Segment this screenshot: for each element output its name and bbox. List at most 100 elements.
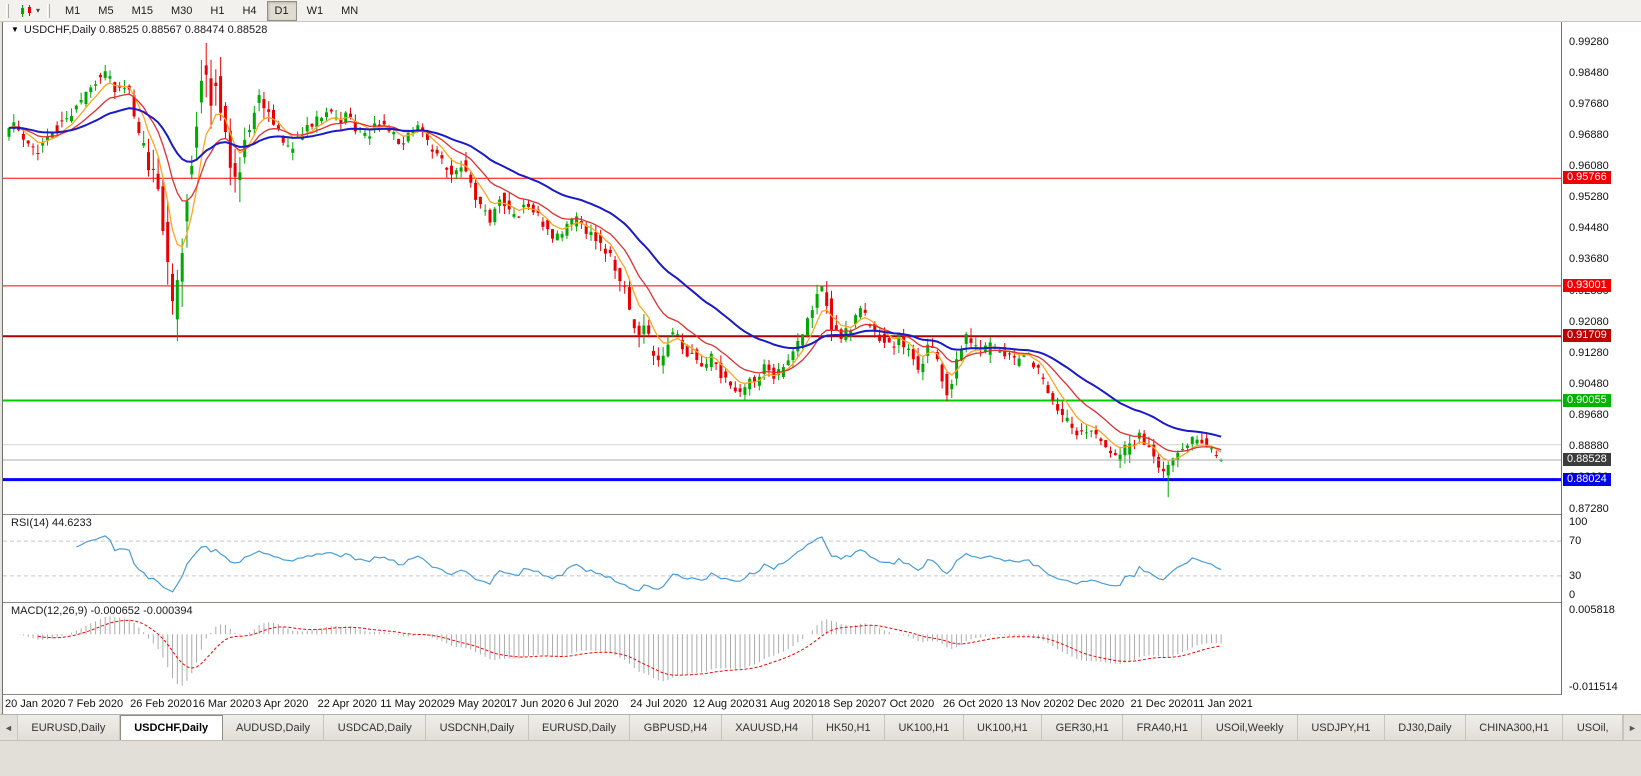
hline-price-tag: 0.95766 (1563, 171, 1611, 185)
chart-tab-eurusd-daily[interactable]: EURUSD,Daily (528, 715, 631, 740)
tabs-scroll-left-icon[interactable]: ◄ (0, 715, 18, 740)
timeframe-button-m5[interactable]: M5 (98, 4, 114, 17)
chart-tab-usdjpy-h1[interactable]: USDJPY,H1 (1297, 715, 1385, 740)
chart-tab-dj30-daily[interactable]: DJ30,Daily (1384, 715, 1466, 740)
timeframe-button-h4[interactable]: H4 (242, 4, 257, 17)
candlestick-chart-icon (21, 4, 31, 17)
rsi-name: RSI(14) (11, 517, 49, 529)
chart-ohlc-values: 0.88525 0.88567 0.88474 0.88528 (99, 24, 268, 36)
hline-price-tag: 0.90055 (1563, 393, 1611, 407)
chart-tab-usdcnh-daily[interactable]: USDCNH,Daily (426, 715, 529, 740)
chart-tab-usdcad-daily[interactable]: USDCAD,Daily (324, 715, 427, 740)
time-scale[interactable]: 20 Jan 2020 7 Feb 2020 26 Feb 2020 16 Mar 2… (3, 695, 1561, 714)
charts-bar-icon[interactable]: ▾ (17, 2, 43, 20)
chart-tab-uk100-h1[interactable]: UK100,H1 (885, 715, 964, 740)
chart-window: ▼ USDCHF,Daily 0.88525 0.88567 0.88474 0.… (2, 22, 1641, 714)
rsi-subwindow[interactable]: RSI(14) 44.6233 (3, 515, 1561, 602)
date-axis-label: 11 May 2020 (380, 698, 443, 710)
date-axis-label: 17 Jun 2020 (505, 698, 566, 710)
timeframe-button-m1[interactable]: M1 (65, 4, 81, 17)
date-axis-label: 21 Dec 2020 (1130, 698, 1193, 710)
price-tick-label: 0.96880 (1569, 128, 1609, 141)
price-tick-label: 0.99280 (1569, 35, 1609, 48)
panel-separator (3, 694, 1641, 695)
price-tick-label: 0.97680 (1569, 97, 1609, 110)
date-axis-label: 24 Jul 2020 (630, 698, 688, 710)
date-axis-label: 18 Sep 2020 (817, 698, 881, 710)
timeframe-button-w1[interactable]: W1 (306, 4, 324, 17)
rsi-axis-label: 70 (1569, 535, 1582, 548)
panel-separator[interactable] (3, 514, 1641, 515)
chart-tab-strip: EURUSD,Daily USDCHF,Daily AUDUSD,Daily USDC… (18, 715, 1623, 740)
price-tick-label: 0.94480 (1569, 222, 1609, 235)
chart-tab-usoil[interactable]: USOil, (1563, 715, 1623, 740)
date-axis-label: 26 Oct 2020 (942, 698, 1003, 710)
timeframe-button-m15[interactable]: M15 (131, 4, 153, 17)
date-axis-label: 12 Aug 2020 (692, 698, 755, 710)
rsi-value: 44.6233 (51, 517, 92, 529)
price-tick-label: 0.89680 (1569, 409, 1609, 422)
date-axis-label: 7 Oct 2020 (880, 698, 935, 710)
hline-price-tag: 0.88024 (1563, 472, 1611, 486)
chart-symbol-period: USDCHF,Daily (23, 24, 97, 36)
timeframes-toolbar: ▾ M1 M5 M15 M30 H1 H4 D1 W1 MN (0, 0, 1641, 22)
chart-tab-usoil-weekly[interactable]: USOil,Weekly (1202, 715, 1298, 740)
chart-tab-uk100-h1[interactable]: UK100,H1 (963, 715, 1043, 740)
macd-values: -0.000652 -0.000394 (90, 605, 193, 617)
price-tick-label: 0.91280 (1569, 346, 1609, 359)
rsi-axis-label: 100 (1569, 516, 1588, 528)
chart-tab-audusd-daily[interactable]: AUDUSD,Daily (222, 715, 325, 740)
rsi-indicator-label: RSI(14) 44.6233 (11, 517, 92, 529)
macd-name: MACD(12,26,9) (11, 605, 88, 617)
timeframe-button-group: M1 M5 M15 M30 H1 H4 D1 W1 MN (56, 0, 367, 21)
date-axis-label: 26 Feb 2020 (130, 698, 192, 710)
chart-tab-hk50-h1[interactable]: HK50,H1 (812, 715, 886, 740)
date-axis-label: 3 Apr 2020 (255, 698, 309, 710)
toolbar-grip[interactable] (47, 3, 51, 18)
price-scale[interactable]: 0.99280 0.98480 0.97680 0.96880 0.96080 0.952… (1561, 22, 1641, 695)
timeframe-button-d1[interactable]: D1 (266, 0, 297, 21)
chart-tab-xauusd-h4[interactable]: XAUUSD,H4 (721, 715, 813, 740)
toolbar-grip[interactable] (6, 3, 9, 18)
chart-tab-eurusd-daily[interactable]: EURUSD,Daily (18, 715, 120, 740)
date-axis-label: 22 Apr 2020 (317, 698, 377, 710)
chart-tab-ger30-h1[interactable]: GER30,H1 (1042, 715, 1124, 740)
chart-title: ▼ USDCHF,Daily 0.88525 0.88567 0.88474 0.… (11, 24, 267, 36)
chart-tab-gbpusd-h4[interactable]: GBPUSD,H4 (630, 715, 722, 740)
timeframe-button-mn[interactable]: MN (341, 4, 359, 17)
timeframe-button-h1[interactable]: H1 (210, 4, 225, 17)
date-axis-label: 6 Jul 2020 (567, 698, 619, 710)
date-axis-label: 11 Jan 2021 (1193, 698, 1253, 710)
price-tick-label: 0.98480 (1569, 66, 1609, 79)
chevron-down-icon: ▾ (36, 6, 41, 15)
panel-separator[interactable] (3, 602, 1641, 603)
price-tick-label: 0.92080 (1569, 315, 1609, 328)
rsi-axis-label: 0 (1569, 589, 1576, 601)
date-axis-label: 2 Dec 2020 (1068, 698, 1125, 710)
date-axis-label: 13 Nov 2020 (1005, 698, 1068, 710)
hline-price-tag: 0.91709 (1563, 329, 1611, 343)
bid-price-tag: 0.88528 (1563, 453, 1611, 466)
date-axis-label: 20 Jan 2020 (5, 698, 66, 710)
macd-indicator-label: MACD(12,26,9) -0.000652 -0.000394 (11, 605, 193, 617)
date-axis-label: 16 Mar 2020 (192, 698, 255, 710)
timeframe-button-m30[interactable]: M30 (170, 4, 193, 17)
tabs-scroll-right-icon[interactable]: ► (1623, 715, 1641, 740)
price-tick-label: 0.93680 (1569, 253, 1609, 266)
price-tick-label: 0.95280 (1569, 191, 1609, 204)
chart-tab-usdchf-daily[interactable]: USDCHF,Daily (119, 715, 223, 740)
price-tick-label: 0.90480 (1569, 378, 1609, 390)
chart-menu-triangle-icon[interactable]: ▼ (11, 25, 19, 34)
macd-subwindow[interactable]: MACD(12,26,9) -0.000652 -0.000394 (3, 603, 1561, 694)
status-bar-area (0, 740, 1641, 776)
date-axis-label: 7 Feb 2020 (67, 698, 124, 710)
date-axis-label: 31 Aug 2020 (755, 698, 818, 710)
chart-tab-fra40-h1[interactable]: FRA40,H1 (1123, 715, 1203, 740)
date-axis-label: 29 May 2020 (442, 698, 507, 710)
chart-tab-china300-h1[interactable]: CHINA300,H1 (1465, 715, 1564, 740)
main-price-chart[interactable]: ▼ USDCHF,Daily 0.88525 0.88567 0.88474 0.… (3, 22, 1561, 514)
macd-axis-label: -0.011514 (1569, 681, 1618, 693)
macd-axis-label: 0.005818 (1569, 604, 1615, 616)
chart-tabbar: ◄ EURUSD,Daily USDCHF,Daily AUDUSD,Daily US… (0, 714, 1641, 740)
price-tick-label: 0.96080 (1569, 160, 1609, 172)
